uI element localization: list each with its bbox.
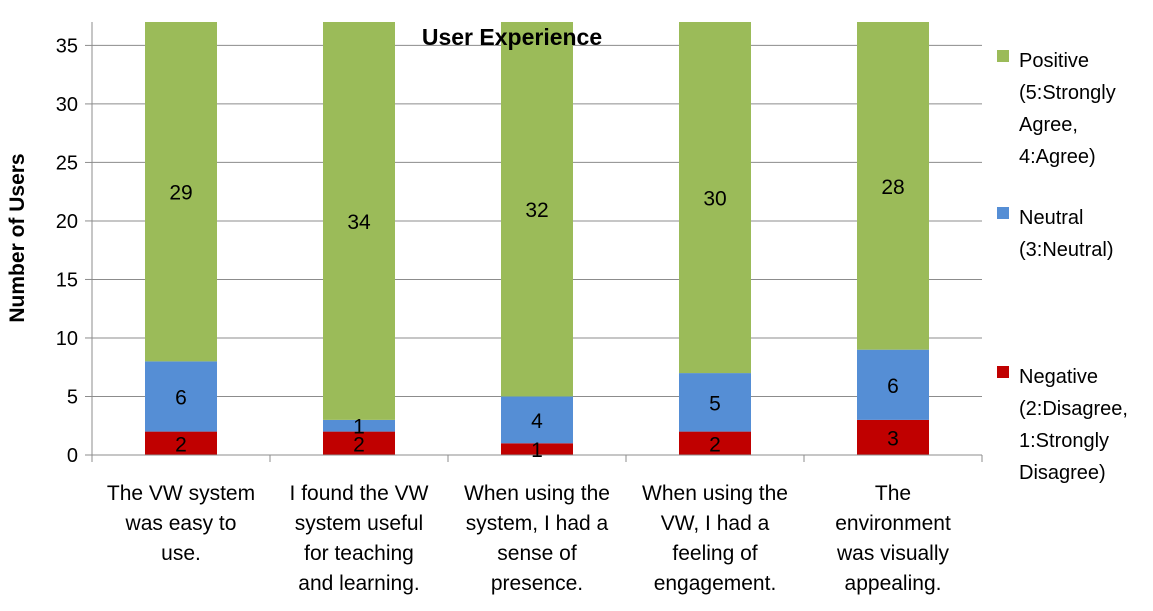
category-labels: The VW system was easy to use. I found the … xyxy=(107,482,951,595)
bar-segment xyxy=(501,443,573,455)
data-label: 6 xyxy=(887,375,899,398)
category-label-line: The xyxy=(875,482,911,505)
y-tick-labels: 0 5 10 15 20 25 30 35 xyxy=(56,35,78,467)
data-label: 1 xyxy=(353,416,365,439)
legend-label-line: Negative xyxy=(1019,366,1098,388)
data-label: 3 xyxy=(887,427,899,450)
category-label-line: feeling of xyxy=(672,542,757,565)
y-tick-label: 20 xyxy=(56,211,78,233)
data-label: 34 xyxy=(347,211,371,234)
y-axis-label: Number of Users xyxy=(6,153,29,322)
category-label-line: system, I had a xyxy=(466,512,609,535)
category-label: The environment was visually appealing. xyxy=(835,482,951,595)
legend-label-line: Agree, xyxy=(1019,114,1078,136)
data-label: 2 xyxy=(353,433,365,456)
category-label-line: appealing. xyxy=(845,572,942,595)
y-tick-label: 25 xyxy=(56,152,78,174)
legend-label-line: Positive xyxy=(1019,50,1089,72)
legend-swatch xyxy=(997,366,1009,378)
data-label: 32 xyxy=(525,199,548,222)
category-label-line: was visually xyxy=(836,542,950,565)
chart-title: User Experience xyxy=(422,24,602,50)
legend-label: Negative (2:Disagree, 1:Strongly Disagree) xyxy=(1019,366,1128,484)
y-tick-label: 35 xyxy=(56,35,78,57)
category-label-line: environment xyxy=(835,512,951,535)
data-label: 6 xyxy=(175,386,187,409)
legend-label: Positive (5:Strongly Agree, 4:Agree) xyxy=(1019,50,1116,168)
legend-label-line: (3:Neutral) xyxy=(1019,239,1113,261)
category-label-line: When using the xyxy=(642,482,788,505)
bar-segment xyxy=(323,22,395,420)
category-label-line: for teaching xyxy=(304,542,414,565)
data-label: 2 xyxy=(709,433,721,456)
category-label: When using the system, I had a sense of pre… xyxy=(464,482,610,595)
category-label-line: was easy to xyxy=(125,512,237,535)
y-tick-label: 10 xyxy=(56,328,78,350)
y-tick-label: 30 xyxy=(56,94,78,116)
legend-label-line: 4:Agree) xyxy=(1019,146,1096,168)
category-label-line: The VW system xyxy=(107,482,255,505)
legend-label-line: Neutral xyxy=(1019,207,1083,229)
legend-label-line: 1:Strongly xyxy=(1019,430,1109,452)
data-label: 29 xyxy=(169,182,192,205)
category-label: I found the VW system useful for teaching a… xyxy=(290,482,429,595)
bar-segment xyxy=(857,22,929,350)
bar-segment xyxy=(323,419,395,432)
data-label: 28 xyxy=(881,176,904,199)
bar-segment xyxy=(145,361,217,432)
category-label: The VW system was easy to use. xyxy=(107,482,255,565)
data-label: 4 xyxy=(531,410,543,433)
category-label-line: presence. xyxy=(491,572,583,595)
bar-segment xyxy=(679,373,751,432)
category-label-line: and learning. xyxy=(298,572,419,595)
axes xyxy=(85,22,983,462)
y-tick-label: 0 xyxy=(67,445,78,467)
category-label-line: engagement. xyxy=(654,572,777,595)
category-label-line: When using the xyxy=(464,482,610,505)
y-tick-label: 5 xyxy=(67,386,78,408)
category-label-line: VW, I had a xyxy=(661,512,770,535)
bar-segment xyxy=(323,431,395,455)
bar-segment xyxy=(145,22,217,362)
data-label: 1 xyxy=(531,439,543,462)
data-label: 30 xyxy=(703,188,726,211)
data-label: 2 xyxy=(175,433,187,456)
legend-label: Neutral (3:Neutral) xyxy=(1019,207,1113,261)
legend: Positive (5:Strongly Agree, 4:Agree) Neutral… xyxy=(997,50,1128,484)
bar-segment xyxy=(857,349,929,420)
legend-label-line: (5:Strongly xyxy=(1019,82,1116,104)
legend-label-line: (2:Disagree, xyxy=(1019,398,1128,420)
bar-segment xyxy=(857,419,929,455)
data-label: 5 xyxy=(709,392,721,415)
bar-segment xyxy=(679,431,751,455)
category-label-line: sense of xyxy=(497,542,577,565)
category-label: When using the VW, I had a feeling of engag… xyxy=(642,482,788,595)
bars xyxy=(145,22,929,455)
bar-segment xyxy=(501,22,573,397)
legend-label-line: Disagree) xyxy=(1019,462,1106,484)
bar-segment xyxy=(145,431,217,455)
bar-segment xyxy=(679,22,751,374)
legend-swatch xyxy=(997,50,1009,62)
category-label-line: system useful xyxy=(295,512,423,535)
legend-swatch xyxy=(997,207,1009,219)
category-label-line: use. xyxy=(161,542,201,565)
y-tick-label: 15 xyxy=(56,269,78,291)
category-label-line: I found the VW xyxy=(290,482,429,505)
bar-segment xyxy=(501,396,573,444)
